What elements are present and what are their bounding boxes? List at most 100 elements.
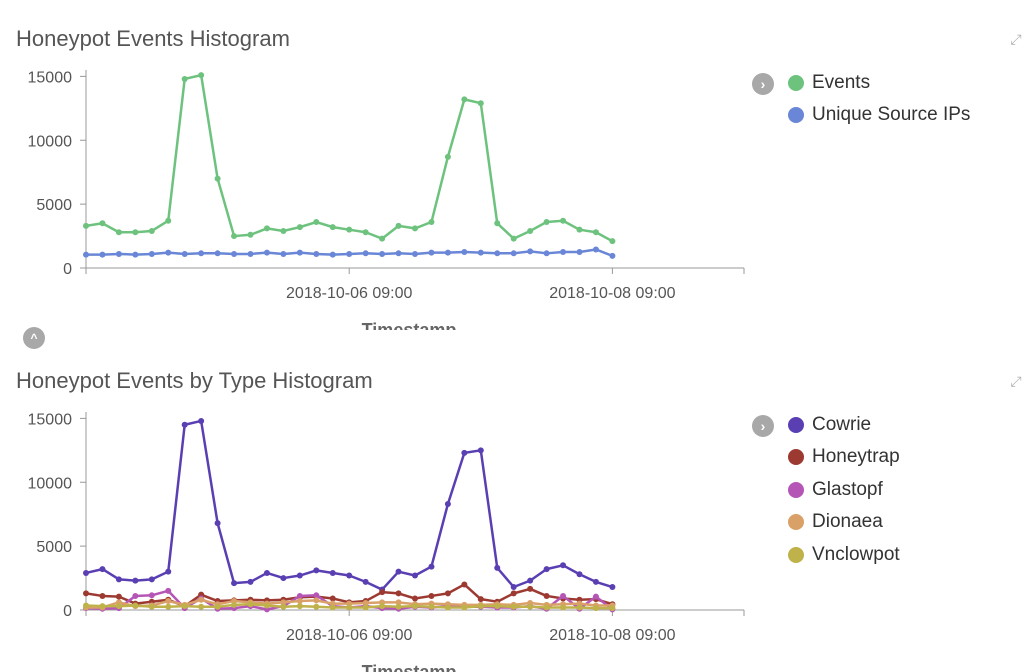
legend-label: Unique Source IPs [812,104,971,125]
legend-label: Cowrie [812,414,872,435]
y-tick-label: 15000 [28,69,73,86]
data-point [148,603,155,610]
data-point [444,249,451,256]
data-point [510,584,517,591]
data-point [231,233,238,240]
data-point [444,590,451,597]
panel-title: Honeypot Events by Type Histogram [16,368,373,393]
legend-color-dot [788,482,804,498]
data-point [346,226,353,233]
data-point [214,520,221,527]
data-point [329,604,336,611]
data-point [543,250,550,257]
data-point [99,220,106,227]
legend-item-honeytrap[interactable]: Honeytrap [788,445,900,469]
data-point [132,229,139,236]
data-point [362,599,369,606]
legend-item-events[interactable]: Events [788,71,870,95]
data-point [99,566,106,573]
y-tick-label: 10000 [28,133,73,150]
data-point [165,568,172,575]
data-point [83,222,89,229]
data-point [543,604,550,611]
data-point [247,578,254,585]
legend-label: Dionaea [812,511,883,532]
data-point [477,100,484,107]
data-point [296,249,303,256]
data-point [198,250,205,257]
data-point [395,590,402,597]
data-point [428,592,435,599]
legend-label: Vnclowpot [812,544,900,565]
data-point [329,251,336,258]
legend-item-glastopf[interactable]: Glastopf [788,478,883,502]
data-point [444,500,451,507]
data-point [609,238,616,245]
data-point [280,575,287,582]
data-point [362,578,369,585]
legend-item-unique-source-ips[interactable]: Unique Source IPs [788,103,970,127]
data-point [247,601,254,608]
data-point [527,603,534,610]
data-point [412,595,418,602]
collapse-chevron-up-icon[interactable]: ^ [23,327,45,349]
legend-toggle-icon[interactable]: › [752,415,774,437]
data-point [527,227,534,234]
legend-item-vnclowpot[interactable]: Vnclowpot [788,543,900,567]
data-point [461,249,468,256]
data-point [527,248,534,255]
data-point [165,249,172,256]
data-point [231,580,238,587]
expand-icon[interactable]: ⤢ [1010,31,1022,47]
data-point [329,595,336,602]
legend-toggle-icon[interactable]: › [752,73,774,95]
legend-item-cowrie[interactable]: Cowrie [788,413,871,437]
expand-icon[interactable]: ⤢ [1010,373,1022,389]
data-point [346,604,353,611]
data-point [477,596,484,603]
legend-color-dot [788,107,804,123]
legend-item-dionaea[interactable]: Dionaea [788,510,883,534]
data-point [461,96,468,103]
data-point [280,603,287,610]
data-point [280,250,287,257]
data-point [395,603,402,610]
legend-color-dot [788,547,804,563]
data-point [313,597,320,604]
data-point [444,604,451,611]
data-point [527,577,534,584]
series-line [85,419,613,591]
data-point [592,246,599,253]
y-tick-label: 15000 [28,411,73,428]
events-by-type-line-chart: 0 5000 10000 15000 2018-10-06 09:00 2018-10-0… [28,411,745,672]
data-point [412,250,418,257]
data-point [181,250,188,257]
data-point [148,592,155,599]
data-point [346,250,353,257]
data-point [280,599,287,606]
data-point [543,592,550,599]
data-point [395,250,402,257]
legend-label: Events [812,72,871,93]
data-point [395,222,402,229]
data-point [247,231,254,238]
data-point [181,75,188,82]
panel-title: Honeypot Events Histogram [16,26,290,51]
legend-color-dot [788,449,804,465]
data-point [83,602,89,609]
legend-color-dot [788,514,804,530]
data-point [313,592,320,599]
data-point [313,603,320,610]
data-point [576,571,583,578]
data-point [214,603,221,610]
data-point [362,229,369,236]
data-point [560,217,567,224]
data-point [99,251,106,258]
data-point [395,599,402,606]
x-tick-label: 2018-10-08 09:00 [549,285,675,302]
data-point [148,227,155,234]
y-tick-label: 0 [63,261,72,278]
series-line [85,73,613,243]
data-point [198,603,205,610]
events-by-type-histogram-panel: Honeypot Events by Type Histogram ⤢ 0 500… [0,342,1024,672]
